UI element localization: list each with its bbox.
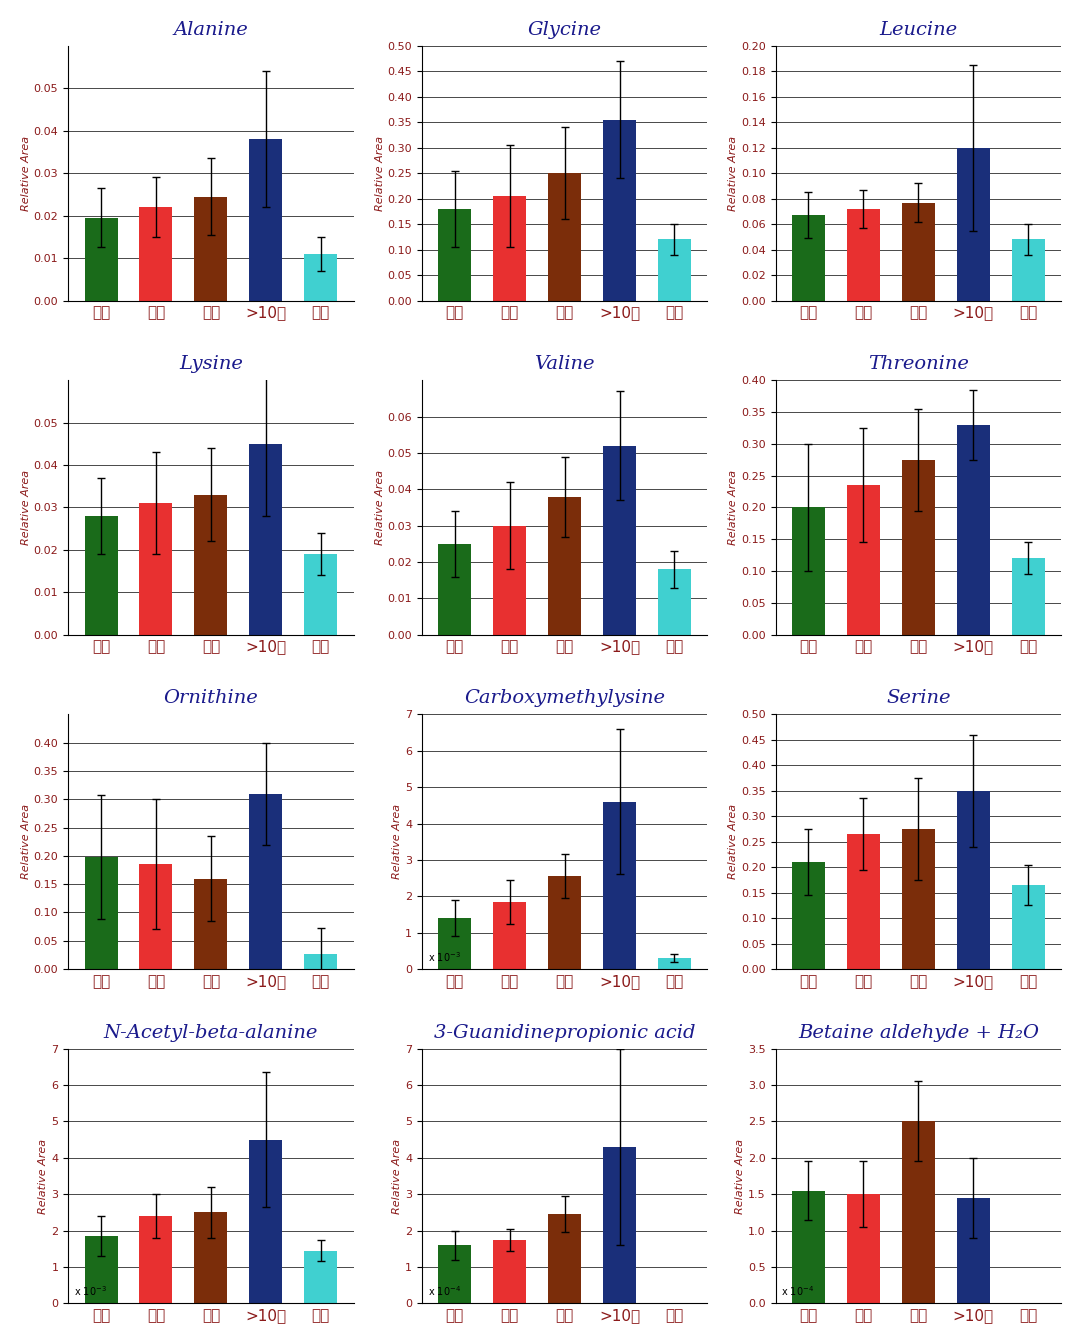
Text: x 10$^{-4}$: x 10$^{-4}$ bbox=[781, 1285, 815, 1298]
Bar bbox=[84, 516, 118, 634]
Bar bbox=[549, 876, 581, 969]
Bar bbox=[249, 444, 282, 634]
Y-axis label: Relative Area: Relative Area bbox=[728, 136, 738, 211]
Bar bbox=[140, 503, 172, 634]
Bar bbox=[603, 802, 636, 969]
Title: Serine: Serine bbox=[886, 689, 951, 707]
Bar bbox=[847, 208, 880, 301]
Title: Glycine: Glycine bbox=[528, 22, 602, 39]
Bar bbox=[902, 203, 935, 301]
Bar bbox=[603, 120, 636, 301]
Bar bbox=[902, 829, 935, 969]
Y-axis label: Relative Area: Relative Area bbox=[736, 1138, 745, 1214]
Title: Carboxymethylysine: Carboxymethylysine bbox=[464, 689, 665, 707]
Y-axis label: Relative Area: Relative Area bbox=[728, 470, 738, 546]
Title: Lysine: Lysine bbox=[179, 355, 242, 374]
Bar bbox=[603, 446, 636, 634]
Y-axis label: Relative Area: Relative Area bbox=[374, 136, 384, 211]
Bar bbox=[792, 508, 824, 634]
Bar bbox=[549, 496, 581, 634]
Bar bbox=[1012, 558, 1045, 634]
Bar bbox=[658, 570, 691, 634]
Y-axis label: Relative Area: Relative Area bbox=[728, 804, 738, 879]
Bar bbox=[84, 1236, 118, 1304]
Bar bbox=[1012, 886, 1045, 969]
Bar bbox=[493, 1239, 526, 1304]
Bar bbox=[249, 794, 282, 969]
Bar bbox=[658, 958, 691, 969]
Bar bbox=[195, 196, 227, 301]
Bar bbox=[140, 207, 172, 301]
Bar bbox=[195, 495, 227, 634]
Y-axis label: Relative Area: Relative Area bbox=[39, 1138, 49, 1214]
Bar bbox=[195, 879, 227, 969]
Bar bbox=[304, 254, 338, 301]
Y-axis label: Relative Area: Relative Area bbox=[374, 470, 384, 546]
Bar bbox=[438, 918, 472, 969]
Title: 3-Guanidinepropionic acid: 3-Guanidinepropionic acid bbox=[434, 1024, 696, 1042]
Bar bbox=[847, 835, 880, 969]
Bar bbox=[792, 862, 824, 969]
Bar bbox=[847, 485, 880, 634]
Bar bbox=[902, 460, 935, 634]
Bar bbox=[549, 173, 581, 301]
Y-axis label: Relative Area: Relative Area bbox=[21, 470, 30, 546]
Bar bbox=[304, 554, 338, 634]
Bar bbox=[84, 857, 118, 969]
Y-axis label: Relative Area: Relative Area bbox=[21, 136, 30, 211]
Y-axis label: Relative Area: Relative Area bbox=[392, 804, 403, 879]
Y-axis label: Relative Area: Relative Area bbox=[21, 804, 30, 879]
Bar bbox=[195, 1212, 227, 1304]
Bar bbox=[249, 140, 282, 301]
Bar bbox=[140, 1216, 172, 1304]
Bar bbox=[140, 864, 172, 969]
Title: Threonine: Threonine bbox=[868, 355, 968, 374]
Bar bbox=[792, 1191, 824, 1304]
Bar bbox=[304, 1250, 338, 1304]
Title: Ornithine: Ornithine bbox=[163, 689, 259, 707]
Bar bbox=[438, 208, 472, 301]
Bar bbox=[956, 1198, 990, 1304]
Bar bbox=[792, 215, 824, 301]
Title: Betaine aldehyde + H₂O: Betaine aldehyde + H₂O bbox=[797, 1024, 1039, 1042]
Bar bbox=[956, 425, 990, 634]
Bar bbox=[438, 544, 472, 634]
Title: N-Acetyl-beta-alanine: N-Acetyl-beta-alanine bbox=[104, 1024, 318, 1042]
Bar bbox=[493, 526, 526, 634]
Bar bbox=[84, 218, 118, 301]
Bar bbox=[956, 790, 990, 969]
Bar bbox=[956, 148, 990, 301]
Bar bbox=[493, 902, 526, 969]
Bar bbox=[549, 1214, 581, 1304]
Title: Leucine: Leucine bbox=[880, 22, 958, 39]
Text: x 10$^{-4}$: x 10$^{-4}$ bbox=[427, 1285, 461, 1298]
Text: x 10$^{-3}$: x 10$^{-3}$ bbox=[427, 950, 460, 964]
Bar bbox=[438, 1245, 472, 1304]
Bar bbox=[902, 1121, 935, 1304]
Y-axis label: Relative Area: Relative Area bbox=[392, 1138, 403, 1214]
Bar bbox=[493, 196, 526, 301]
Bar bbox=[304, 954, 338, 969]
Bar bbox=[658, 239, 691, 301]
Title: Alanine: Alanine bbox=[173, 22, 248, 39]
Bar bbox=[847, 1195, 880, 1304]
Title: Valine: Valine bbox=[535, 355, 595, 374]
Bar bbox=[1012, 239, 1045, 301]
Text: x 10$^{-3}$: x 10$^{-3}$ bbox=[74, 1285, 107, 1298]
Bar bbox=[249, 1140, 282, 1304]
Bar bbox=[603, 1146, 636, 1304]
